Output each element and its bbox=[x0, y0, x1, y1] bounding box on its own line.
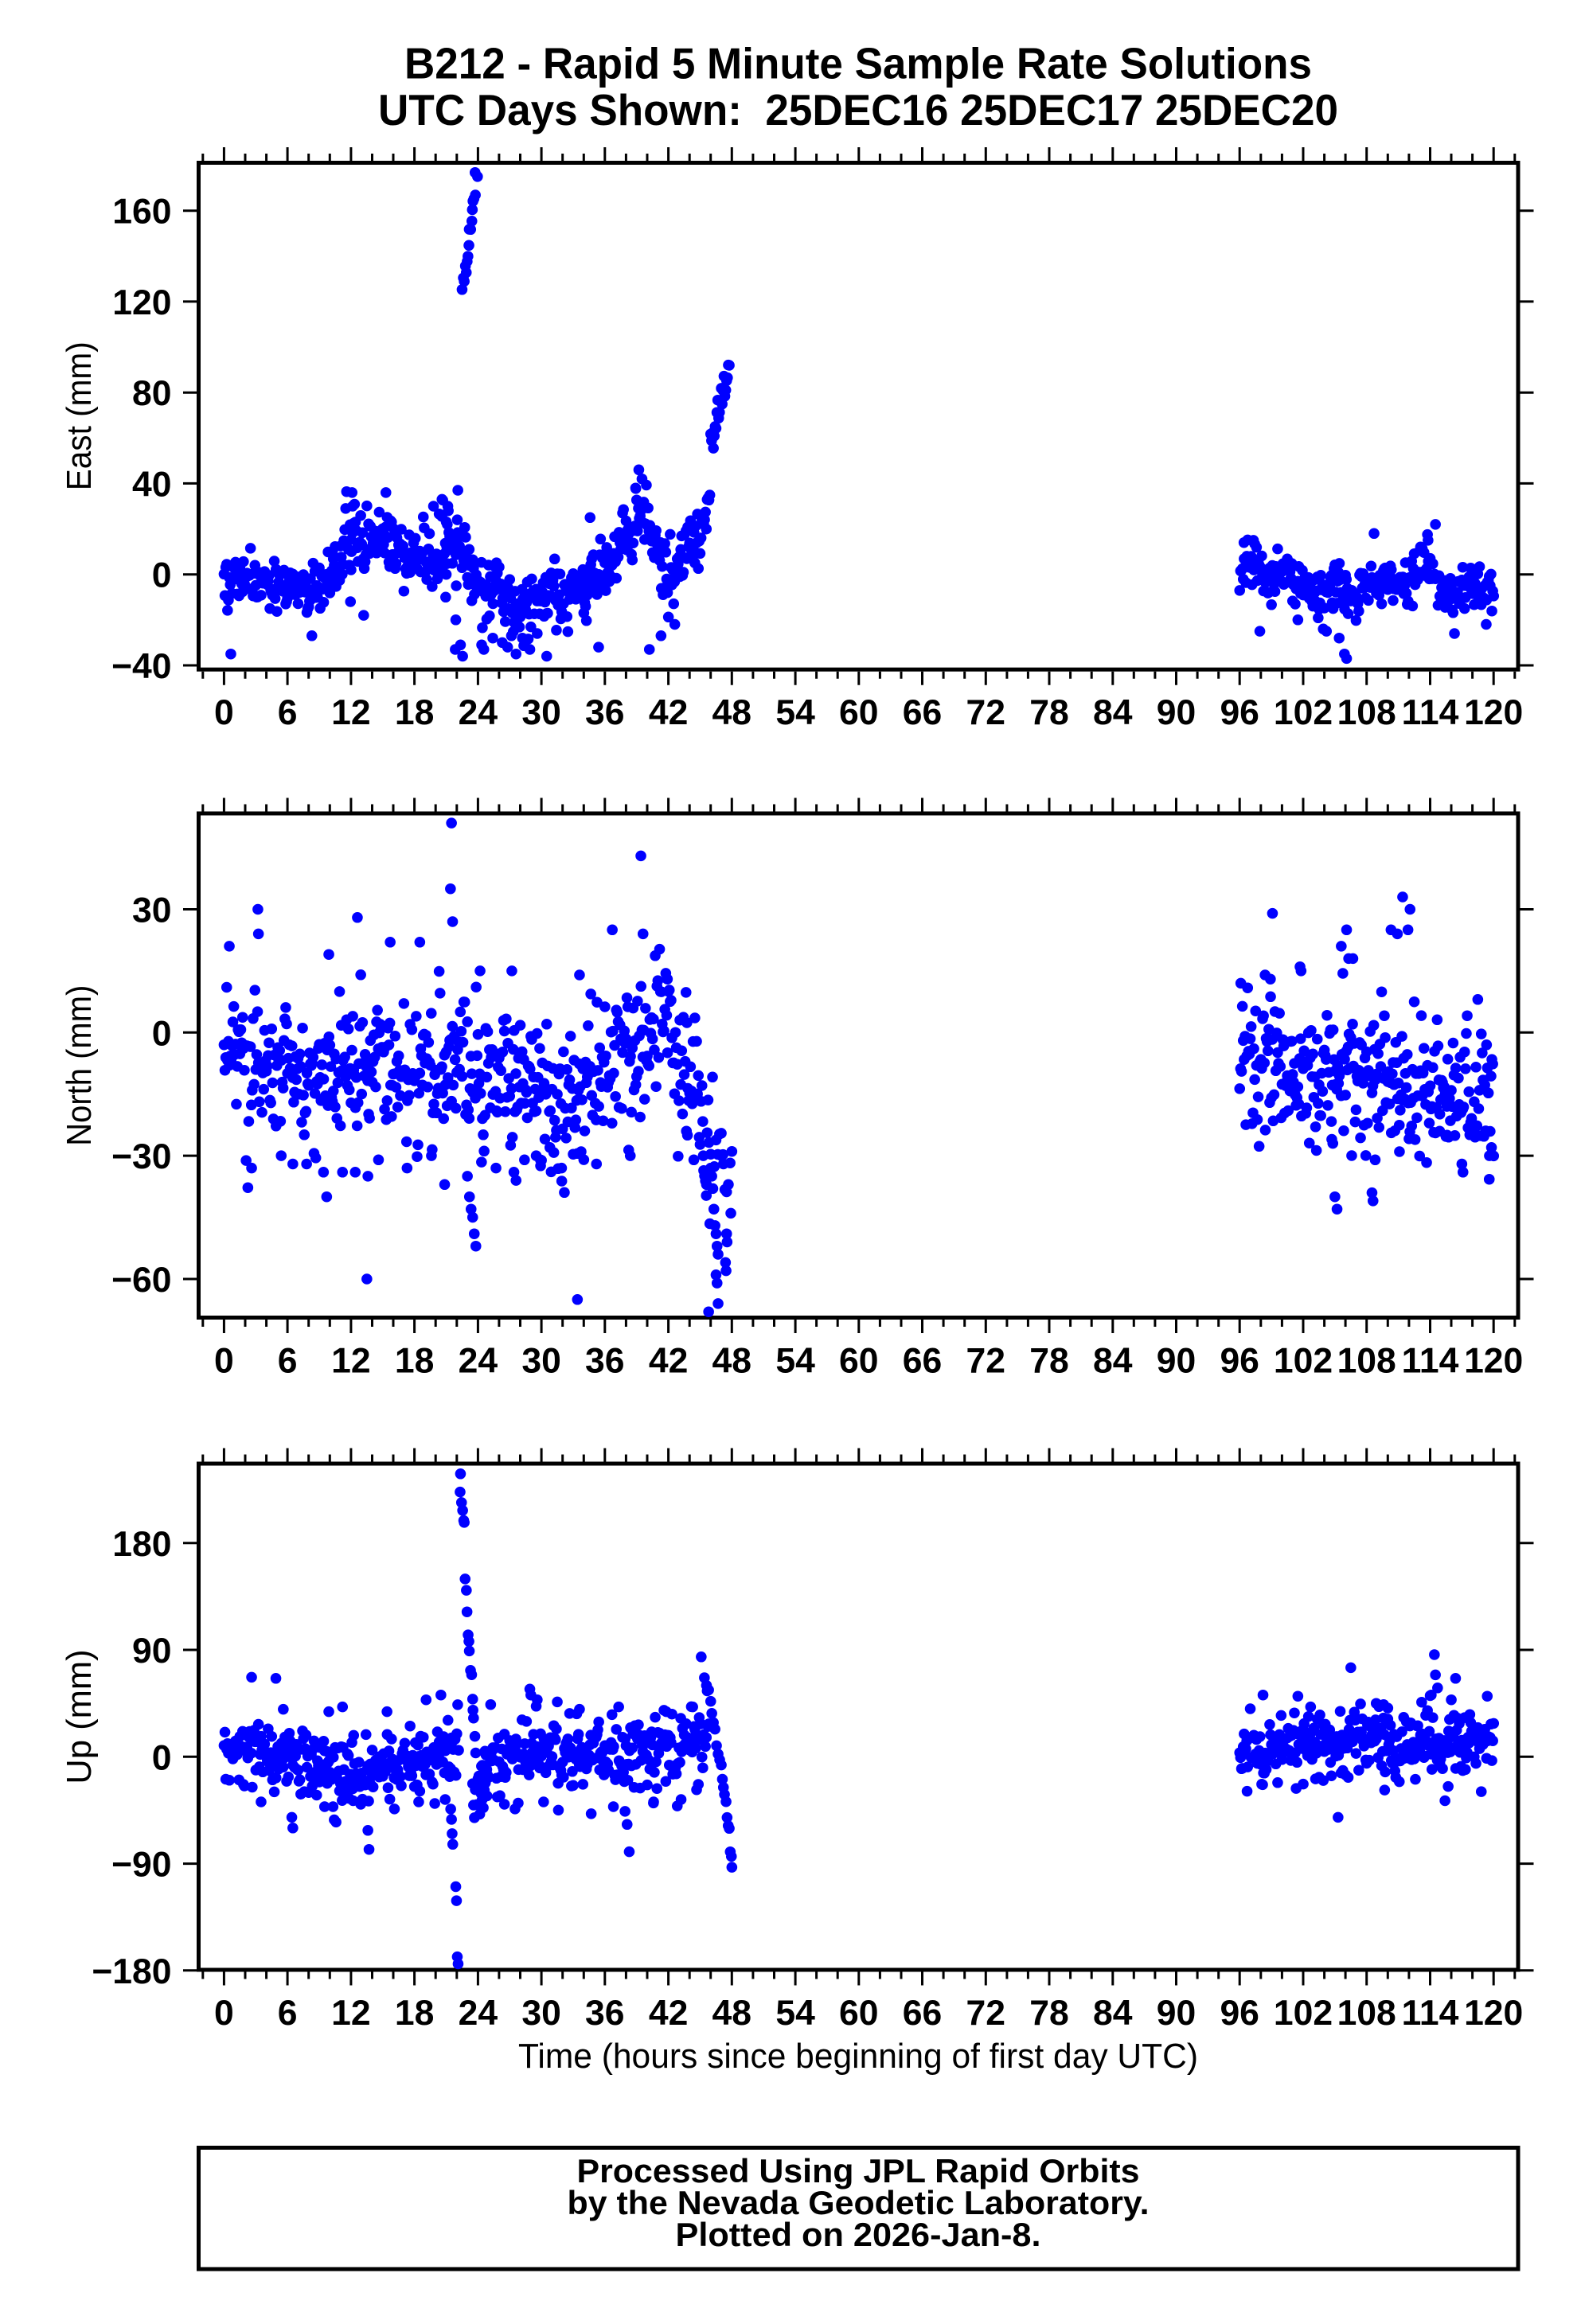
svg-text:78: 78 bbox=[1029, 1994, 1069, 2033]
svg-text:12: 12 bbox=[331, 1342, 371, 1381]
svg-text:108: 108 bbox=[1337, 693, 1396, 732]
svg-text:60: 60 bbox=[839, 1342, 879, 1381]
svg-text:102: 102 bbox=[1274, 1994, 1333, 2033]
svg-text:42: 42 bbox=[649, 1994, 689, 2033]
svg-text:6: 6 bbox=[278, 1994, 298, 2033]
svg-text:36: 36 bbox=[585, 1342, 625, 1381]
svg-text:108: 108 bbox=[1337, 1342, 1396, 1381]
svg-text:0: 0 bbox=[152, 556, 172, 595]
svg-text:0: 0 bbox=[152, 1014, 172, 1053]
svg-text:0: 0 bbox=[214, 1342, 234, 1381]
svg-text:90: 90 bbox=[1157, 1342, 1196, 1381]
svg-text:120: 120 bbox=[112, 283, 171, 322]
svg-text:54: 54 bbox=[775, 1342, 815, 1381]
svg-text:84: 84 bbox=[1093, 1342, 1133, 1381]
svg-text:18: 18 bbox=[395, 693, 435, 732]
svg-text:0: 0 bbox=[152, 1738, 172, 1777]
svg-text:30: 30 bbox=[521, 1342, 561, 1381]
svg-text:48: 48 bbox=[712, 1342, 752, 1381]
svg-text:114: 114 bbox=[1402, 1342, 1459, 1381]
svg-text:by the Nevada Geodetic Laborat: by the Nevada Geodetic Laboratory. bbox=[568, 2184, 1150, 2221]
svg-text:108: 108 bbox=[1337, 1994, 1396, 2033]
svg-text:−30: −30 bbox=[111, 1137, 172, 1176]
svg-text:72: 72 bbox=[966, 693, 1006, 732]
svg-text:66: 66 bbox=[903, 693, 943, 732]
svg-text:90: 90 bbox=[1157, 1994, 1196, 2033]
svg-text:24: 24 bbox=[459, 1342, 498, 1381]
svg-text:36: 36 bbox=[585, 1994, 625, 2033]
svg-text:78: 78 bbox=[1029, 693, 1069, 732]
svg-text:30: 30 bbox=[132, 891, 172, 930]
svg-text:72: 72 bbox=[966, 1342, 1006, 1381]
svg-text:60: 60 bbox=[839, 693, 879, 732]
svg-text:18: 18 bbox=[395, 1342, 435, 1381]
svg-text:180: 180 bbox=[112, 1525, 171, 1564]
svg-text:42: 42 bbox=[649, 693, 689, 732]
svg-text:−90: −90 bbox=[111, 1846, 172, 1885]
svg-text:96: 96 bbox=[1220, 1342, 1259, 1381]
svg-text:54: 54 bbox=[775, 693, 815, 732]
svg-text:90: 90 bbox=[1157, 693, 1196, 732]
svg-text:90: 90 bbox=[132, 1632, 172, 1671]
svg-text:102: 102 bbox=[1274, 693, 1333, 732]
svg-text:0: 0 bbox=[214, 693, 234, 732]
svg-text:120: 120 bbox=[1464, 1342, 1523, 1381]
svg-text:Up (mm): Up (mm) bbox=[61, 1649, 99, 1784]
svg-text:6: 6 bbox=[278, 1342, 298, 1381]
svg-text:Processed Using JPL Rapid Orbi: Processed Using JPL Rapid Orbits bbox=[577, 2152, 1140, 2189]
svg-text:96: 96 bbox=[1220, 693, 1259, 732]
svg-text:6: 6 bbox=[278, 693, 298, 732]
svg-text:24: 24 bbox=[459, 693, 498, 732]
svg-text:120: 120 bbox=[1464, 1994, 1523, 2033]
svg-text:Plotted on 2026-Jan-8.: Plotted on 2026-Jan-8. bbox=[676, 2216, 1041, 2253]
svg-text:80: 80 bbox=[132, 374, 172, 413]
svg-text:−60: −60 bbox=[111, 1261, 172, 1300]
svg-text:12: 12 bbox=[331, 1994, 371, 2033]
svg-text:102: 102 bbox=[1274, 1342, 1333, 1381]
svg-text:30: 30 bbox=[521, 1994, 561, 2033]
svg-text:48: 48 bbox=[712, 693, 752, 732]
svg-text:Time (hours since beginning of: Time (hours since beginning of first day… bbox=[518, 2037, 1198, 2076]
svg-text:78: 78 bbox=[1029, 1342, 1069, 1381]
svg-text:36: 36 bbox=[585, 693, 625, 732]
svg-text:48: 48 bbox=[712, 1994, 752, 2033]
svg-text:84: 84 bbox=[1093, 1994, 1133, 2033]
svg-text:96: 96 bbox=[1220, 1994, 1259, 2033]
svg-text:114: 114 bbox=[1402, 1994, 1459, 2033]
svg-text:120: 120 bbox=[1464, 693, 1523, 732]
svg-text:−180: −180 bbox=[92, 1952, 171, 1991]
svg-text:−40: −40 bbox=[111, 647, 172, 686]
svg-text:40: 40 bbox=[132, 465, 172, 504]
svg-text:114: 114 bbox=[1402, 693, 1459, 732]
svg-text:42: 42 bbox=[649, 1342, 689, 1381]
svg-text:12: 12 bbox=[331, 693, 371, 732]
svg-text:18: 18 bbox=[395, 1994, 435, 2033]
svg-text:24: 24 bbox=[459, 1994, 498, 2033]
svg-text:84: 84 bbox=[1093, 693, 1133, 732]
svg-text:54: 54 bbox=[775, 1994, 815, 2033]
svg-text:30: 30 bbox=[521, 693, 561, 732]
svg-text:East (mm): East (mm) bbox=[61, 341, 99, 490]
svg-text:66: 66 bbox=[903, 1342, 943, 1381]
svg-text:North (mm): North (mm) bbox=[61, 985, 99, 1146]
svg-text:72: 72 bbox=[966, 1994, 1006, 2033]
svg-text:B212 - Rapid 5 Minute Sample R: B212 - Rapid 5 Minute Sample Rate Soluti… bbox=[404, 39, 1312, 88]
svg-text:160: 160 bbox=[112, 193, 171, 232]
svg-text:60: 60 bbox=[839, 1994, 879, 2033]
svg-text:UTC Days Shown: 25DEC16 25DEC: UTC Days Shown: 25DEC16 25DEC17 25DEC20 bbox=[378, 85, 1338, 135]
svg-text:66: 66 bbox=[903, 1994, 943, 2033]
svg-text:0: 0 bbox=[214, 1994, 234, 2033]
